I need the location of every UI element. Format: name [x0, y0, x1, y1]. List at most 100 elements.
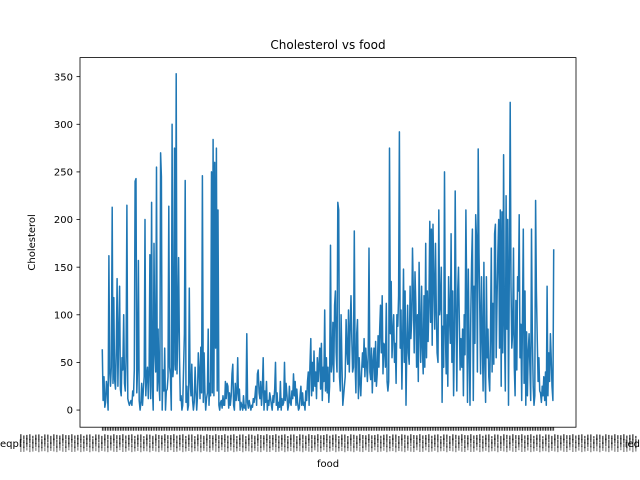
x-tick-label-glyph — [221, 438, 223, 445]
x-tick-label-glyph — [467, 442, 469, 448]
x-tick-label-glyph — [320, 442, 322, 449]
x-tick-label-glyph — [527, 434, 529, 440]
x-tick-label-glyph — [479, 446, 481, 453]
x-tick-label-glyph — [548, 434, 550, 440]
x-tick-label-glyph — [551, 435, 553, 439]
x-tick-label-glyph — [134, 435, 136, 439]
x-tick-label-glyph — [386, 446, 388, 453]
x-tick-label-glyph — [299, 438, 301, 444]
x-tick-label-glyph — [338, 436, 340, 439]
x-tick-label-glyph — [149, 440, 151, 443]
x-tick-label-glyph — [32, 442, 34, 449]
x-tick-label-glyph — [608, 442, 610, 448]
x-tick-label-glyph — [44, 438, 46, 445]
x-tick-label-glyph — [452, 446, 454, 452]
x-tick-label-glyph — [530, 446, 532, 453]
x-tick-label-glyph — [98, 442, 100, 448]
x-tick-label-glyph — [254, 438, 256, 444]
x-tick-label-glyph — [143, 438, 145, 444]
x-tick-label-glyph — [293, 439, 295, 443]
x-tick-label-glyph — [185, 438, 187, 444]
x-tick-label-glyph — [344, 439, 346, 443]
x-tick-label-glyph — [290, 447, 292, 452]
x-tick-label-glyph — [476, 438, 478, 445]
x-tick-label-glyph — [44, 443, 46, 447]
x-tick-label-glyph — [89, 434, 91, 440]
x-tick-label-glyph — [281, 438, 283, 445]
x-tick-label-glyph — [623, 443, 625, 447]
x-tick-label-glyph — [635, 438, 637, 444]
x-tick-label-glyph — [212, 435, 214, 440]
x-tick-label-glyph — [305, 435, 307, 439]
x-tick-label-glyph — [602, 438, 604, 444]
x-tick-label-glyph — [218, 435, 220, 440]
x-tick-label-glyph — [353, 434, 355, 440]
x-tick-label-glyph — [401, 446, 403, 452]
y-tick-label: 250 — [54, 168, 73, 179]
x-tick-label-glyph — [350, 443, 352, 447]
x-tick-label-glyph — [554, 443, 556, 447]
x-tick-label-glyph — [86, 434, 88, 440]
x-tick-label-glyph — [347, 438, 349, 444]
x-tick-label-glyph — [401, 438, 403, 444]
x-tick-label-glyph — [503, 434, 505, 441]
x-tick-label-glyph — [536, 447, 538, 451]
x-tick-label-glyph — [356, 442, 358, 449]
x-tick-label-glyph — [53, 443, 55, 447]
x-tick-label-glyph — [359, 444, 361, 447]
x-tick-label-glyph — [263, 438, 265, 445]
x-tick-label-glyph — [443, 434, 445, 440]
x-tick-label-glyph — [350, 434, 352, 441]
x-tick-label-glyph — [137, 438, 139, 445]
x-tick-label-glyph — [491, 436, 493, 439]
x-tick-label-glyph — [110, 435, 112, 439]
x-tick-label-glyph — [533, 446, 535, 452]
x-tick-label-glyph — [629, 447, 631, 451]
x-tick-label-glyph — [131, 434, 133, 441]
x-tick-label-glyph — [497, 446, 499, 453]
x-tick-label-glyph — [587, 434, 589, 440]
x-tick-label-glyph — [323, 434, 325, 440]
x-tick-label-glyph — [434, 447, 436, 451]
x-tick-label-glyph — [512, 438, 514, 444]
x-tick-label-glyph — [227, 442, 229, 449]
x-tick-label-glyph — [65, 442, 67, 449]
x-tick-label-glyph — [596, 447, 598, 452]
x-tick-label-glyph — [383, 443, 385, 448]
x-tick-label-glyph — [116, 446, 118, 452]
x-tick-label-glyph — [467, 448, 469, 451]
x-tick-label-glyph — [239, 447, 241, 452]
x-tick-label-glyph — [515, 435, 517, 440]
x-tick-label-glyph — [95, 443, 97, 447]
x-tick-label-glyph — [347, 442, 349, 449]
x-tick-label-glyph — [167, 446, 169, 452]
x-tick-label-glyph — [527, 447, 529, 451]
x-tick-label-glyph — [143, 436, 145, 439]
x-tick-label-glyph — [302, 440, 304, 443]
x-tick-label-glyph — [518, 442, 520, 448]
x-tick-label-glyph — [236, 442, 238, 449]
x-tick-label-glyph — [212, 438, 214, 445]
x-tick-label-glyph — [494, 434, 496, 440]
x-tick-label-glyph — [254, 442, 256, 449]
x-tick-label-glyph — [491, 438, 493, 444]
x-tick-label-glyph — [146, 447, 148, 452]
x-tick-label-glyph — [410, 438, 412, 444]
x-tick-label-glyph — [530, 434, 532, 441]
x-tick-label-glyph — [275, 434, 277, 441]
x-tick-label-glyph — [431, 442, 433, 449]
x-tick-label-glyph — [284, 446, 286, 453]
x-tick-label-glyph — [218, 442, 220, 449]
x-tick-label-glyph — [341, 438, 343, 445]
x-tick-label-glyph — [344, 446, 346, 453]
x-tick-label-glyph — [365, 448, 367, 451]
x-tick-label-glyph — [71, 434, 73, 441]
x-tick-label-glyph — [125, 439, 127, 444]
x-tick-label-glyph — [161, 438, 163, 445]
x-tick-label-glyph — [476, 434, 478, 440]
x-tick-label-glyph — [311, 439, 313, 443]
x-tick-label-glyph — [299, 447, 301, 452]
x-tick-label-glyph — [425, 438, 427, 445]
x-tick-label-glyph — [251, 440, 253, 443]
x-tick-label-glyph — [50, 438, 52, 444]
